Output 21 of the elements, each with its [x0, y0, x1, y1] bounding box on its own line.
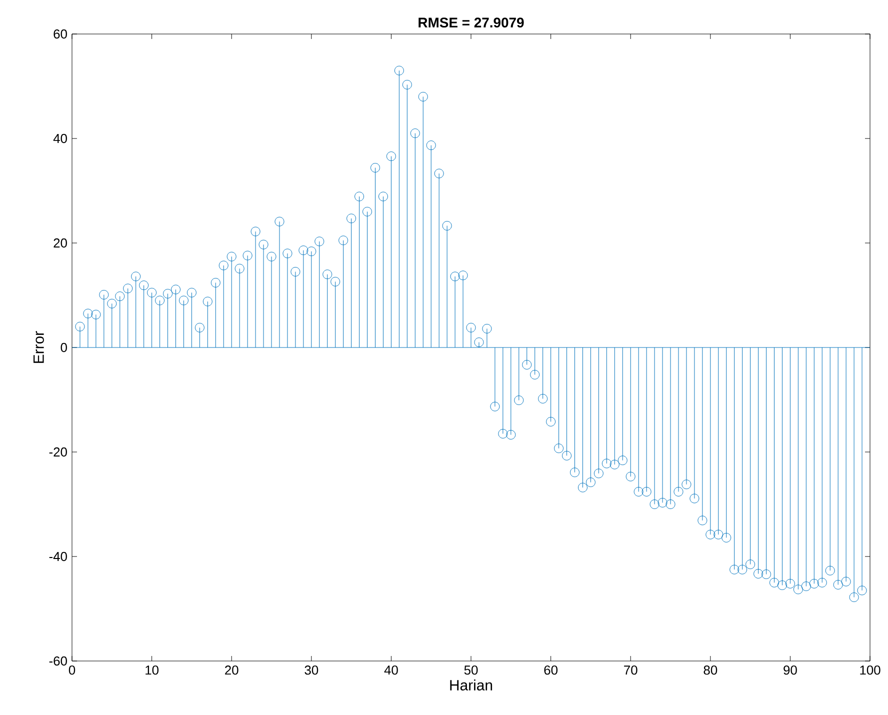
chart-title: RMSE = 27.9079 — [418, 18, 524, 28]
y-tick-label: 0 — [60, 342, 67, 352]
x-tick-label: 70 — [624, 666, 638, 675]
x-tick-label: 10 — [146, 666, 158, 675]
y-tick-label: -20 — [49, 447, 67, 457]
y-tick-label: 60 — [54, 29, 67, 39]
x-tick-label: 20 — [225, 666, 238, 675]
y-tick-label: 40 — [53, 134, 67, 144]
y-axis-title: Error — [34, 331, 44, 363]
x-axis-title: Harian — [450, 680, 492, 690]
x-tick-label: 90 — [784, 666, 797, 675]
y-tick-label: 20 — [54, 238, 67, 248]
x-tick-label: 60 — [544, 666, 558, 675]
x-tick-label: 80 — [704, 666, 718, 675]
x-tick-label: 50 — [464, 666, 478, 675]
x-tick-label: 100 — [860, 666, 880, 675]
y-tick-label: -60 — [49, 656, 67, 666]
y-tick-label: -40 — [49, 552, 67, 562]
x-tick-label: 30 — [304, 666, 318, 675]
x-tick-label: 0 — [68, 666, 76, 675]
x-tick-label: 40 — [384, 666, 398, 675]
